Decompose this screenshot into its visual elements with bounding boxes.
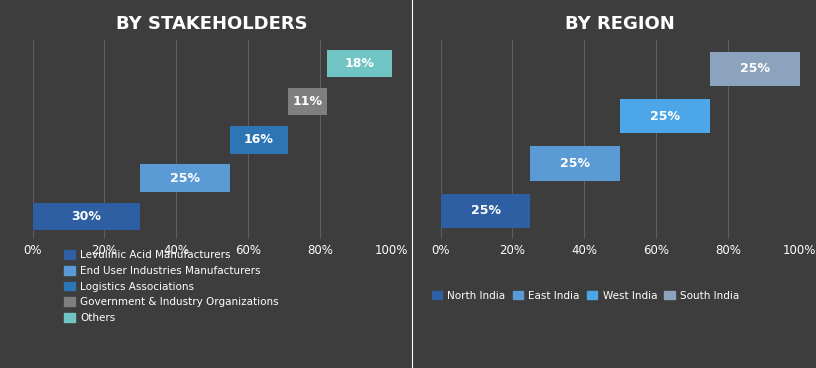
- Bar: [33, 202, 140, 230]
- Text: 25%: 25%: [650, 110, 680, 123]
- Bar: [441, 194, 530, 228]
- Bar: [620, 99, 710, 133]
- Text: 30%: 30%: [72, 210, 101, 223]
- Bar: [140, 164, 230, 192]
- Legend: North India, East India, West India, South India: North India, East India, West India, Sou…: [429, 289, 741, 303]
- Text: 18%: 18%: [344, 57, 375, 70]
- Text: 25%: 25%: [561, 157, 590, 170]
- Text: 11%: 11%: [292, 95, 322, 108]
- Bar: [287, 88, 327, 116]
- Text: 25%: 25%: [171, 171, 200, 185]
- Bar: [327, 50, 392, 77]
- Title: BY STAKEHOLDERS: BY STAKEHOLDERS: [117, 15, 308, 33]
- Text: 25%: 25%: [740, 62, 769, 75]
- Bar: [530, 146, 620, 181]
- Text: 16%: 16%: [244, 133, 274, 146]
- Bar: [710, 52, 800, 86]
- Legend: Levulinic Acid Manufacturers, End User Industries Manufacturers, Logistics Assoc: Levulinic Acid Manufacturers, End User I…: [62, 248, 281, 325]
- Text: 25%: 25%: [471, 204, 500, 217]
- Title: BY REGION: BY REGION: [565, 15, 675, 33]
- Bar: [230, 126, 287, 153]
